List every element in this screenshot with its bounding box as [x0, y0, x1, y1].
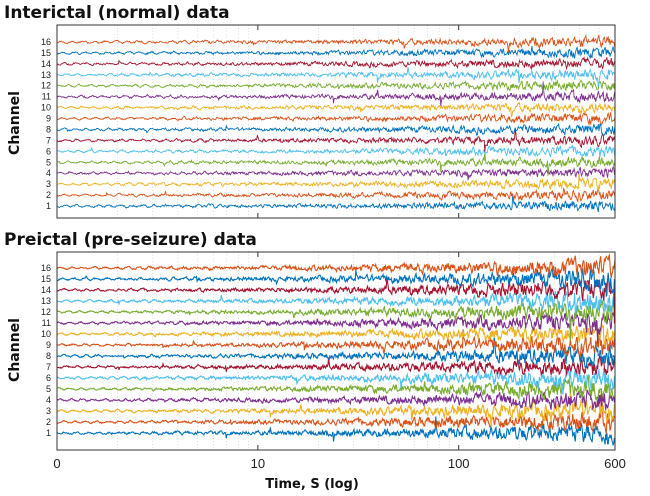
y-tick-label: 9 [46, 114, 51, 124]
x-tick-label: 100 [448, 456, 470, 471]
trace-channel-14 [56, 56, 616, 71]
y-tick-label: 11 [42, 92, 51, 102]
x-tick-label: 10 [251, 456, 265, 471]
y-tick-label: 1 [46, 428, 51, 438]
trace-channel-7 [56, 354, 616, 377]
trace-channel-13 [56, 67, 616, 87]
trace-channel-5 [56, 152, 616, 176]
x-tick-label: 600 [604, 456, 626, 471]
y-tick-label: 13 [41, 70, 51, 80]
trace-channel-8 [56, 336, 616, 369]
y-tick-label: 4 [46, 168, 51, 178]
y-tick-label: 2 [46, 190, 51, 200]
trace-channel-4 [56, 165, 616, 181]
y-tick-label: 14 [41, 285, 51, 295]
y-tick-label: 7 [46, 362, 51, 372]
y-tick-label: 8 [46, 351, 51, 361]
trace-channel-16 [56, 34, 616, 53]
y-tick-label: 15 [41, 274, 51, 284]
y-tick-label: 15 [41, 48, 51, 58]
y-axis-label-bottom: Channel [7, 318, 23, 382]
y-tick-label: 4 [46, 395, 51, 405]
y-tick-label: 6 [46, 373, 51, 383]
y-tick-label: 8 [46, 124, 51, 134]
trace-channel-8 [56, 123, 616, 136]
y-tick-label: 16 [41, 263, 51, 273]
trace-channel-15 [56, 45, 616, 59]
trace-channel-3 [56, 172, 616, 191]
trace-channel-11 [56, 81, 616, 106]
trace-channel-2 [56, 187, 616, 203]
y-tick-label: 13 [41, 296, 51, 306]
trace-channel-1 [56, 193, 616, 213]
x-axis-label: Time, S (log) [265, 477, 359, 492]
y-tick-label: 12 [41, 307, 51, 317]
trace-channel-12 [56, 79, 615, 92]
trace-channel-9 [56, 111, 616, 126]
trace-channel-5 [56, 374, 616, 401]
y-tick-label: 14 [41, 59, 51, 69]
y-tick-label: 6 [46, 146, 51, 156]
trace-channel-15 [56, 267, 616, 298]
trace-channel-14 [56, 278, 616, 324]
y-axis-label-top: Channel [7, 91, 23, 155]
trace-channel-1 [56, 416, 616, 446]
x-tick-label: 0 [53, 456, 60, 471]
trace-channel-3 [56, 385, 616, 426]
trace-channel-6 [57, 145, 616, 158]
panel-title-preictal: Preictal (pre-seizure) data [4, 230, 257, 250]
panel-title-interictal: Interictal (normal) data [4, 3, 230, 23]
y-tick-label: 1 [46, 201, 51, 211]
y-tick-label: 16 [41, 37, 51, 47]
y-tick-label: 3 [46, 179, 51, 189]
y-tick-label: 11 [42, 318, 51, 328]
trace-channel-6 [56, 368, 616, 395]
y-tick-label: 7 [46, 135, 51, 145]
y-tick-label: 5 [46, 157, 51, 167]
y-tick-label: 9 [46, 340, 51, 350]
trace-channel-11 [57, 312, 616, 344]
y-tick-label: 10 [41, 329, 51, 339]
trace-channel-7 [56, 129, 616, 152]
plot-frame [56, 251, 616, 451]
plot-frame [56, 24, 616, 219]
trace-channel-9 [56, 329, 616, 358]
y-tick-label: 3 [46, 406, 51, 416]
y-tick-label: 10 [41, 103, 51, 113]
trace-channel-2 [56, 390, 616, 434]
trace-channel-4 [56, 389, 616, 411]
y-tick-label: 12 [41, 81, 51, 91]
y-tick-label: 2 [46, 417, 51, 427]
y-tick-label: 5 [46, 384, 51, 394]
trace-channel-13 [56, 287, 616, 315]
trace-channel-10 [56, 101, 616, 118]
trace-channel-10 [57, 324, 616, 348]
trace-channel-16 [56, 253, 616, 278]
